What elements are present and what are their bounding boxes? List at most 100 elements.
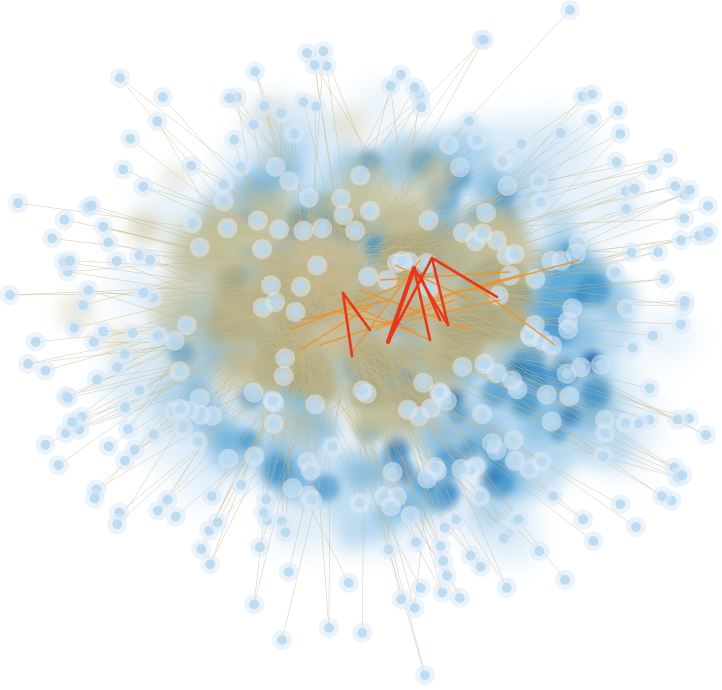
network-node — [454, 592, 465, 603]
network-edge — [71, 230, 323, 423]
network-node — [119, 455, 130, 466]
network-node — [386, 501, 396, 512]
network-edge — [333, 286, 566, 580]
network-node — [343, 577, 354, 588]
network-node — [439, 522, 450, 533]
network-node — [676, 319, 686, 330]
network-node — [464, 116, 475, 127]
network-edge — [334, 310, 415, 608]
network-edge — [280, 280, 431, 409]
network-node — [647, 164, 658, 175]
network-edge — [67, 340, 316, 399]
network-node — [162, 494, 173, 505]
network-edge — [274, 282, 460, 599]
network-node — [261, 494, 272, 505]
network-node — [194, 242, 205, 253]
network-node — [98, 221, 109, 232]
network-node — [249, 451, 260, 462]
network-edge — [188, 264, 415, 412]
network-node — [169, 335, 180, 346]
network-node — [287, 483, 298, 494]
network-node — [564, 391, 575, 402]
network-edge — [382, 330, 448, 576]
network-node — [295, 281, 306, 292]
highlighted-edge — [469, 259, 581, 291]
network-node — [595, 359, 606, 370]
network-edge — [328, 311, 331, 628]
network-node — [565, 5, 575, 15]
network-node — [600, 428, 611, 438]
network-node — [134, 385, 145, 396]
network-node — [507, 375, 518, 386]
network-node — [396, 594, 407, 605]
network-edge — [108, 294, 345, 447]
network-edge — [286, 327, 421, 589]
network-edge — [343, 323, 637, 528]
network-edge — [261, 240, 682, 291]
network-edge — [332, 85, 391, 313]
network-node — [474, 491, 485, 502]
network-edge — [58, 248, 367, 466]
network-node — [62, 392, 73, 403]
network-edge — [150, 259, 285, 304]
network-node — [502, 181, 513, 191]
strong-edge — [418, 273, 442, 322]
network-node — [266, 280, 276, 291]
network-edge — [367, 220, 429, 266]
network-edge — [103, 331, 369, 344]
network-node — [548, 491, 559, 502]
network-edge — [310, 97, 421, 291]
network-node — [267, 395, 278, 406]
network-node — [620, 418, 631, 428]
network-edge — [264, 345, 553, 364]
network-edge — [363, 262, 685, 307]
network-edge — [295, 39, 484, 230]
network-node — [541, 389, 552, 400]
network-node — [307, 494, 317, 505]
network-node — [248, 119, 259, 130]
network-edge — [175, 302, 424, 517]
network-node — [397, 256, 408, 266]
highlighted-edge — [374, 289, 461, 331]
network-edge — [300, 296, 654, 336]
network-node — [283, 567, 294, 577]
network-edge — [371, 324, 535, 378]
network-node — [491, 235, 502, 246]
highlighted-edge — [349, 259, 421, 356]
network-node — [40, 439, 51, 450]
network-node — [479, 358, 490, 369]
network-node — [257, 244, 268, 255]
network-node — [477, 228, 488, 239]
strong-edge — [385, 265, 417, 345]
network-node — [112, 519, 123, 530]
network-node — [53, 460, 64, 471]
network-edge — [303, 214, 344, 287]
network-edge — [289, 181, 314, 254]
network-edge — [358, 161, 503, 337]
network-node — [119, 349, 130, 360]
network-edge — [367, 279, 428, 479]
network-node — [40, 365, 51, 376]
network-edge — [303, 102, 345, 267]
network-edge — [265, 308, 320, 500]
network-node — [98, 326, 109, 337]
network-node — [422, 473, 433, 484]
network-edge — [186, 324, 274, 332]
network-node — [355, 170, 366, 181]
network-node — [547, 340, 557, 351]
network-node — [252, 215, 263, 226]
network-edge — [373, 314, 428, 479]
network-node — [644, 383, 655, 394]
network-node — [627, 342, 638, 353]
network-node — [218, 196, 229, 207]
network-edge — [306, 332, 504, 539]
network-node — [30, 336, 41, 347]
network-node — [492, 368, 502, 379]
network-node — [451, 514, 461, 525]
network-node — [415, 582, 426, 593]
network-edge — [200, 271, 366, 416]
network-node — [196, 544, 207, 555]
network-node — [350, 225, 361, 236]
network-node — [435, 541, 446, 552]
network-node — [598, 451, 609, 462]
